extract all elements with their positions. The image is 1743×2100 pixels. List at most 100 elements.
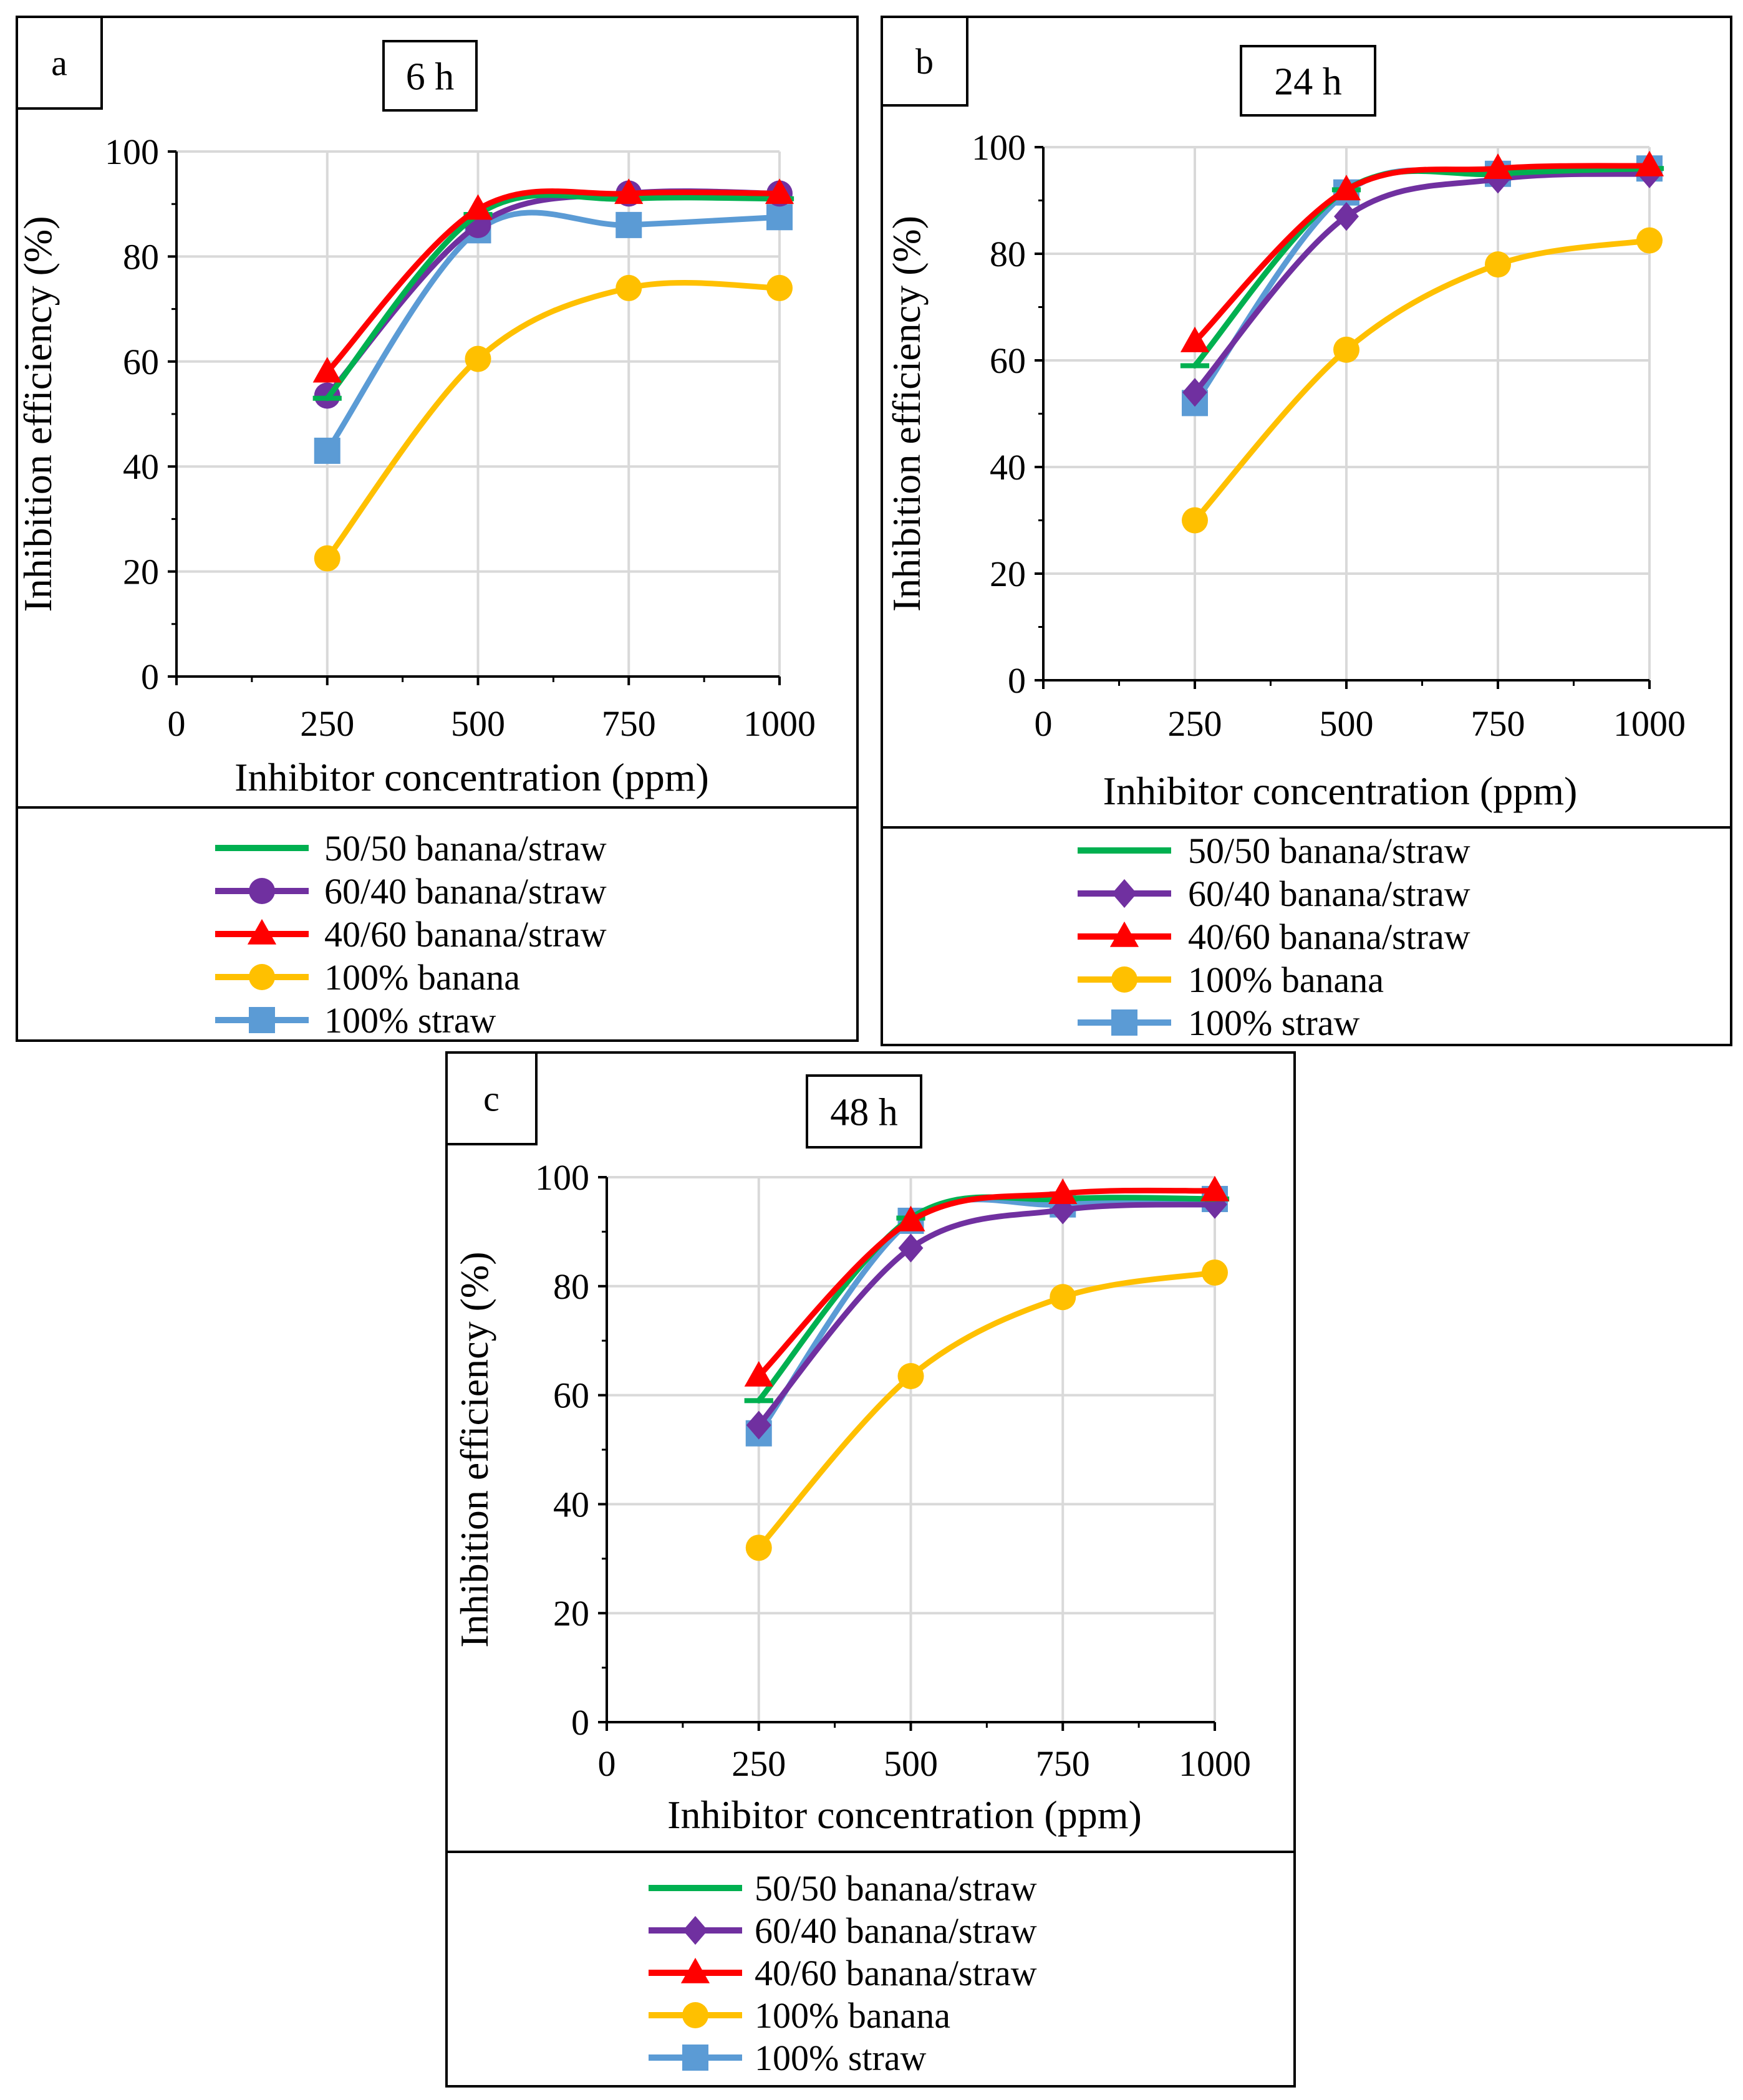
legend-label: 100% straw — [324, 1000, 496, 1041]
legend-marker — [249, 878, 275, 904]
series-2 — [1180, 150, 1664, 352]
y-tick-label: 80 — [990, 234, 1026, 274]
series-line — [756, 1202, 1218, 1428]
x-tick-label: 1000 — [1613, 703, 1686, 744]
legend-label: 40/60 banana/straw — [755, 1953, 1037, 1993]
chart-title: 48 h — [830, 1092, 898, 1134]
data-point — [746, 1410, 771, 1440]
data-point — [614, 178, 644, 205]
y-axis-label: Inhibition efficiency (%) — [16, 216, 60, 612]
legend-item: 60/40 banana/straw — [215, 871, 607, 912]
series-3 — [314, 274, 793, 572]
legend-item: 50/50 banana/straw — [649, 1868, 1037, 1909]
y-tick-label: 0 — [141, 657, 159, 697]
legend-marker — [1109, 921, 1139, 947]
data-point — [1485, 165, 1510, 194]
legend-item: 100% straw — [649, 2038, 927, 2078]
legend-marker — [1111, 1009, 1137, 1036]
legend-item: 100% banana — [1078, 960, 1384, 1000]
panel-frame — [445, 1051, 1296, 2088]
legend-item: 40/60 banana/straw — [649, 1953, 1037, 1993]
x-tick-label: 250 — [300, 703, 354, 744]
legend-label: 50/50 banana/straw — [755, 1868, 1037, 1909]
legend-label: 100% straw — [1188, 1003, 1360, 1043]
x-tick-label: 750 — [1471, 703, 1525, 744]
y-tick-label: 20 — [553, 1593, 589, 1634]
x-tick-label: 500 — [1320, 703, 1374, 744]
data-point — [1636, 227, 1663, 254]
legend-marker — [1109, 848, 1139, 853]
x-axis-label: Inhibitor concentration (ppm) — [667, 1793, 1142, 1837]
legend-marker — [680, 1886, 710, 1890]
legend-item: 60/40 banana/straw — [1078, 874, 1470, 914]
legend-label: 100% banana — [755, 1995, 950, 2036]
series-line — [324, 210, 783, 454]
legend-label: 100% banana — [1188, 960, 1384, 1000]
x-tick-label: 0 — [598, 1743, 616, 1784]
panel-label-box — [16, 16, 103, 110]
x-tick-label: 750 — [1036, 1743, 1090, 1784]
chart-title-box — [1240, 45, 1376, 117]
data-point — [766, 204, 793, 231]
data-point — [1333, 336, 1359, 363]
data-point — [1485, 251, 1511, 278]
data-point — [314, 545, 340, 572]
legend-marker — [1111, 966, 1137, 993]
chart-title-box — [382, 40, 478, 112]
data-point — [1048, 1178, 1078, 1205]
series-3 — [1182, 227, 1663, 534]
y-tick-label: 40 — [553, 1484, 589, 1524]
y-tick-label: 80 — [553, 1266, 589, 1307]
data-point — [896, 1205, 925, 1231]
data-point — [898, 1233, 924, 1263]
y-tick-label: 80 — [123, 236, 159, 277]
y-tick-label: 100 — [535, 1157, 589, 1198]
data-point — [897, 1363, 924, 1390]
x-tick-label: 500 — [884, 1743, 938, 1784]
data-point — [744, 1398, 773, 1404]
legend-item: 50/50 banana/straw — [215, 828, 607, 869]
y-tick-label: 60 — [990, 340, 1026, 381]
legend-item: 40/60 banana/straw — [215, 914, 607, 955]
data-point — [1180, 363, 1210, 368]
data-point — [744, 1361, 773, 1387]
panel-label-box — [881, 16, 968, 107]
panel-label: b — [915, 41, 934, 82]
data-point — [465, 345, 491, 372]
series-2 — [744, 1175, 1230, 1387]
chart-title: 24 h — [1274, 61, 1342, 104]
series-line — [756, 1187, 1218, 1379]
legend-marker — [249, 964, 275, 990]
legend-marker — [683, 1915, 708, 1945]
legend-marker — [682, 2045, 708, 2071]
legend-item: 100% straw — [215, 1000, 496, 1041]
data-point — [745, 1534, 772, 1561]
series-3 — [745, 1259, 1228, 1561]
x-tick-label: 250 — [731, 1743, 786, 1784]
y-tick-label: 0 — [571, 1702, 589, 1743]
y-tick-label: 20 — [123, 552, 159, 592]
y-tick-label: 100 — [972, 127, 1026, 168]
legend-label: 60/40 banana/straw — [1188, 874, 1470, 914]
series-line — [324, 188, 783, 375]
x-axis-label: Inhibitor concentration (ppm) — [234, 755, 709, 799]
y-tick-label: 20 — [990, 554, 1026, 594]
legend-marker — [249, 1007, 275, 1033]
legend-label: 50/50 banana/straw — [1188, 831, 1470, 871]
data-point — [1202, 1259, 1228, 1286]
series-line — [1192, 171, 1653, 395]
legend-marker — [1112, 879, 1137, 908]
panel-label: a — [51, 43, 67, 84]
legend-label: 50/50 banana/straw — [324, 828, 607, 869]
legend-label: 40/60 banana/straw — [1188, 917, 1470, 957]
legend-label: 40/60 banana/straw — [324, 914, 607, 955]
y-tick-label: 60 — [123, 342, 159, 382]
legend-item: 60/40 banana/straw — [649, 1910, 1037, 1951]
legend-marker — [247, 918, 277, 945]
legend-label: 60/40 banana/straw — [755, 1910, 1037, 1951]
data-point — [1180, 326, 1210, 352]
x-tick-label: 0 — [168, 703, 186, 744]
